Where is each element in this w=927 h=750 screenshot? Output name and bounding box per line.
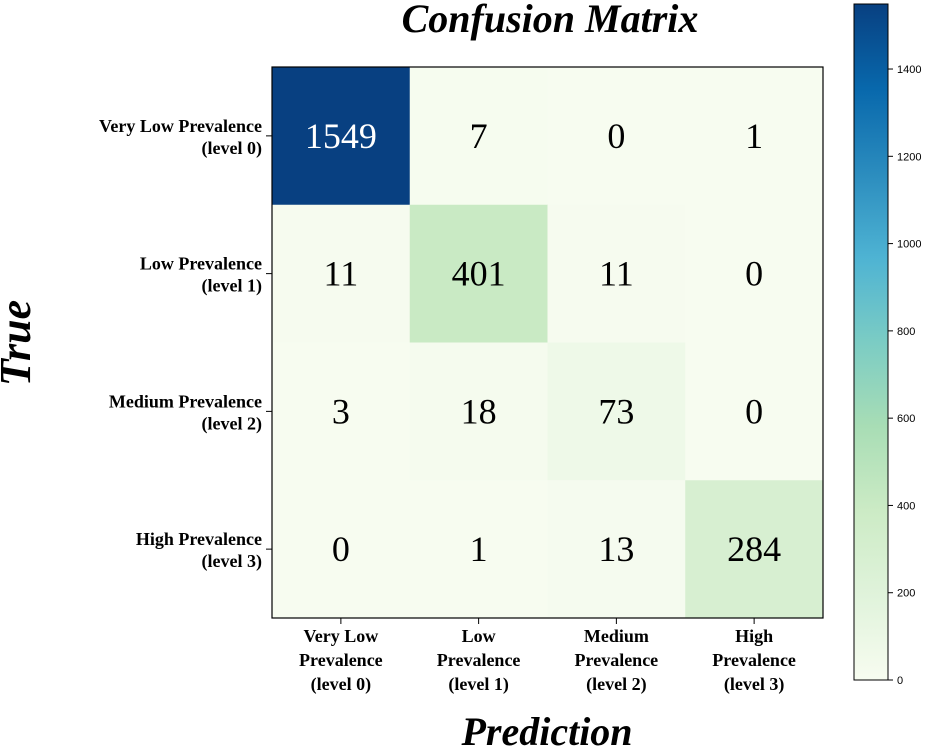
cell-value-label: 73: [598, 391, 634, 431]
heatmap-cell: [547, 480, 686, 619]
chart-title: Confusion Matrix: [402, 0, 699, 41]
heatmap-cell: [685, 480, 824, 619]
cell-value-label: 401: [452, 254, 506, 294]
row-tick-label: (level 1): [202, 276, 262, 297]
heatmap-cell: [409, 342, 548, 481]
cell-value-label: 1: [745, 116, 763, 156]
colorbar: [853, 3, 889, 681]
cell-value-label: 18: [461, 391, 497, 431]
cell-value-label: 0: [745, 254, 763, 294]
row-tick-labels: Very Low Prevalence(level 0) Low Prevalen…: [99, 116, 272, 572]
cell-value-label: 1: [470, 529, 488, 569]
cell-value-labels: 1549 7 0 111 401 11 03 18 73 00 1 13 284: [305, 116, 781, 569]
row-tick-label: Medium Prevalence: [109, 391, 262, 411]
row-tick-label: (level 3): [202, 551, 262, 572]
heatmap-cell: [409, 204, 548, 343]
heatmap-cell: [272, 67, 411, 206]
matrix-frame: [271, 66, 824, 619]
column-tick-label: Prevalence: [575, 650, 659, 670]
heatmap-cell: [547, 204, 686, 343]
heatmap-cell: [685, 67, 824, 206]
heatmap-cell: [547, 342, 686, 481]
heatmap-cell: [685, 204, 824, 343]
row-tick-label: High Prevalence: [136, 529, 262, 549]
row-tick-label: (level 2): [202, 413, 262, 434]
column-tick-label: (level 0): [311, 674, 371, 695]
column-tick-label: High: [735, 626, 773, 646]
column-tick-label: Prevalence: [437, 650, 521, 670]
cell-value-label: 11: [324, 254, 359, 294]
column-tick-label: Prevalence: [299, 650, 383, 670]
column-tick-label: (level 1): [448, 674, 508, 695]
heatmap-cell: [409, 480, 548, 619]
cell-value-label: 7: [470, 116, 488, 156]
colorbar-tick-label: 400: [897, 500, 915, 512]
heatmap-cell: [409, 67, 548, 206]
heatmap-cell: [547, 67, 686, 206]
column-tick-label: (level 2): [586, 674, 646, 695]
colorbar-tick-label: 200: [897, 588, 915, 600]
cell-value-label: 3: [332, 391, 350, 431]
heatmap-cell: [272, 204, 411, 343]
cell-value-label: 13: [598, 529, 634, 569]
cell-value-label: 0: [332, 529, 350, 569]
cell-value-label: 11: [599, 254, 634, 294]
heatmap-cell: [685, 342, 824, 481]
colorbar-tick-label: 1400: [897, 64, 921, 76]
x-axis-label: Prediction: [460, 709, 632, 750]
column-tick-label: Prevalence: [712, 650, 796, 670]
y-axis-label: True: [0, 300, 40, 386]
column-tick-labels: Very Low Prevalence (level 0) Low Prevalence…: [299, 618, 796, 695]
cell-value-label: 1549: [305, 116, 377, 156]
colorbar-ticks: 0 200 400 600 800 1000 1200 1400: [888, 64, 921, 687]
cell-value-label: 0: [745, 391, 763, 431]
cell-value-label: 0: [607, 116, 625, 156]
row-tick-label: (level 0): [202, 138, 262, 159]
column-tick-label: Medium: [584, 626, 649, 646]
colorbar-tick-label: 0: [897, 675, 903, 687]
column-tick-label: Very Low: [303, 626, 378, 646]
heatmap-cell: [272, 480, 411, 619]
column-tick-label: Low: [462, 626, 496, 646]
column-tick-label: (level 3): [724, 674, 784, 695]
cell-value-label: 284: [727, 529, 781, 569]
heatmap-cell: [272, 342, 411, 481]
colorbar-tick-label: 600: [897, 413, 915, 425]
colorbar-tick-label: 800: [897, 326, 915, 338]
heatmap-cells: [272, 67, 824, 619]
row-tick-label: Low Prevalence: [140, 254, 262, 274]
colorbar-tick-label: 1200: [897, 151, 921, 163]
colorbar-tick-label: 1000: [897, 239, 921, 251]
row-tick-label: Very Low Prevalence: [99, 116, 262, 136]
